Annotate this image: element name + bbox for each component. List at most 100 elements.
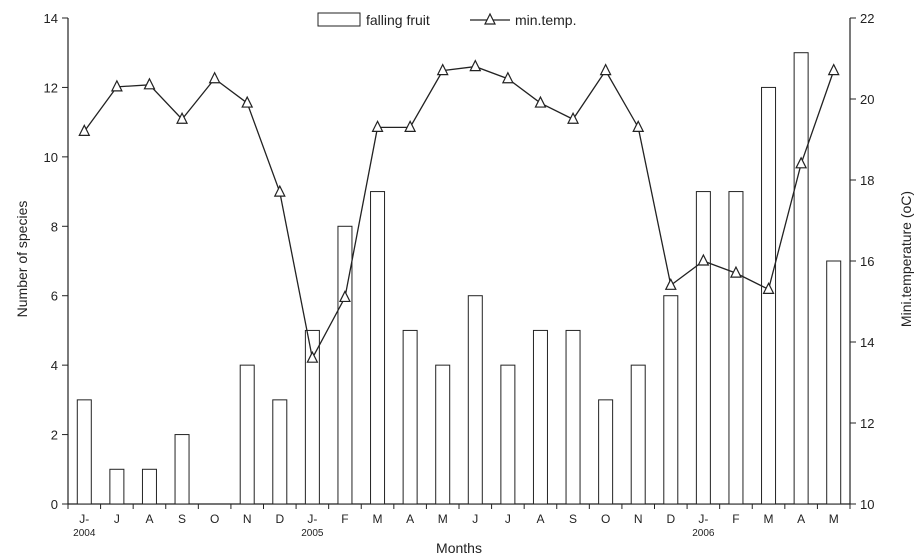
legend-bar-swatch xyxy=(317,12,361,27)
x-tick-label: J- xyxy=(307,512,317,526)
x-tick-label: N xyxy=(634,512,643,526)
x-tick-label: A xyxy=(406,512,414,526)
y-tick-label: 0 xyxy=(51,497,58,512)
min-temp-marker xyxy=(567,111,580,124)
min-temp-marker xyxy=(436,63,449,76)
x-tick-label: J xyxy=(505,512,511,526)
x-tick-label: A xyxy=(536,512,544,526)
min-temp-marker xyxy=(599,63,612,76)
min-temp-marker xyxy=(371,120,384,132)
bar xyxy=(728,191,744,505)
x-tick-label: O xyxy=(210,512,219,526)
x-tick-label: M xyxy=(764,512,774,526)
bar xyxy=(272,399,288,505)
min-temp-marker xyxy=(664,277,677,290)
y2-tick-label: 22 xyxy=(860,11,874,26)
min-temp-marker xyxy=(143,77,156,90)
bar xyxy=(630,364,646,505)
min-temp-marker xyxy=(762,282,775,294)
min-temp-marker xyxy=(404,120,417,132)
y-tick-label: 6 xyxy=(51,289,58,304)
min-temp-marker xyxy=(273,184,286,197)
bar xyxy=(141,468,157,505)
bar xyxy=(76,399,92,505)
min-temp-marker xyxy=(78,124,91,136)
x-tick-label: J xyxy=(114,512,120,526)
x-tick-label: S xyxy=(569,512,577,526)
x-tick-label: D xyxy=(275,512,284,526)
bar xyxy=(565,329,581,505)
bar xyxy=(435,364,451,505)
x-tick-label: J- xyxy=(698,512,708,526)
min-temp-line xyxy=(83,65,835,361)
y-tick-label: 12 xyxy=(44,80,58,95)
min-temp-marker xyxy=(241,95,254,108)
bar xyxy=(793,52,809,505)
min-temp-marker xyxy=(208,71,221,84)
bar xyxy=(239,364,255,505)
y-tick-label: 2 xyxy=(51,428,58,443)
bar xyxy=(370,191,386,505)
min-temp-marker xyxy=(632,120,645,132)
min-temp-marker xyxy=(501,71,514,84)
y2-tick-label: 12 xyxy=(860,416,874,431)
y2-tick-label: 18 xyxy=(860,173,874,188)
x-axis-title: Months xyxy=(436,540,482,556)
bar xyxy=(337,225,353,505)
min-temp-marker xyxy=(795,156,808,169)
x-tick-label: F xyxy=(341,512,348,526)
y-tick-label: 8 xyxy=(51,219,58,234)
x-tick-label: A xyxy=(145,512,153,526)
x-tick-label: D xyxy=(666,512,675,526)
bar xyxy=(467,295,483,505)
bar xyxy=(304,329,320,505)
bar xyxy=(826,260,842,505)
min-temp-marker xyxy=(306,350,319,363)
y2-axis-title: Mini.temperature (oC) xyxy=(898,191,914,327)
legend-label-falling-fruit: falling fruit xyxy=(366,12,430,28)
y2-tick-label: 10 xyxy=(860,497,874,512)
y2-tick-label: 14 xyxy=(860,335,874,350)
x-tick-label: M xyxy=(829,512,839,526)
bar xyxy=(695,191,711,505)
min-temp-marker xyxy=(469,59,482,72)
x-tick-label: J xyxy=(472,512,478,526)
x-tick-label: F xyxy=(732,512,739,526)
y-tick-label: 10 xyxy=(44,150,58,165)
bar xyxy=(402,329,418,505)
legend-triangle-marker-icon xyxy=(484,12,496,25)
min-temp-marker xyxy=(534,95,547,108)
x-tick-label: N xyxy=(243,512,252,526)
x-tick-label: O xyxy=(601,512,610,526)
y-axis-title: Number of species xyxy=(14,201,30,318)
y-tick-label: 4 xyxy=(51,358,58,373)
x-tick-label: J- xyxy=(79,512,89,526)
year-label: 2006 xyxy=(692,528,715,539)
bar xyxy=(761,86,777,505)
y-tick-label: 14 xyxy=(44,11,58,26)
y2-tick-label: 16 xyxy=(860,254,874,269)
min-temp-marker xyxy=(729,265,742,278)
x-tick-label: M xyxy=(373,512,383,526)
bar xyxy=(174,434,190,505)
bar xyxy=(532,329,548,505)
bar xyxy=(500,364,516,505)
min-temp-marker xyxy=(176,111,189,124)
x-tick-label: M xyxy=(438,512,448,526)
year-label: 2004 xyxy=(73,528,96,539)
legend: falling fruit min.temp. xyxy=(317,12,576,28)
x-tick-label: S xyxy=(178,512,186,526)
min-temp-marker xyxy=(110,79,123,92)
year-label: 2005 xyxy=(301,528,324,539)
bar xyxy=(598,399,614,505)
min-temp-marker xyxy=(827,63,840,76)
y2-tick-label: 20 xyxy=(860,92,874,107)
plot-area: 0 2 4 6 8 10 12 14 10 12 14 16 18 20 22 J- J A S O N D J- F M A M J… xyxy=(44,11,875,539)
bar xyxy=(109,468,125,505)
x-tick-label: A xyxy=(797,512,805,526)
min-temp-marker xyxy=(697,253,710,266)
bar xyxy=(663,295,679,505)
min-temp-marker xyxy=(338,290,351,303)
legend-label-min-temp: min.temp. xyxy=(515,12,576,28)
